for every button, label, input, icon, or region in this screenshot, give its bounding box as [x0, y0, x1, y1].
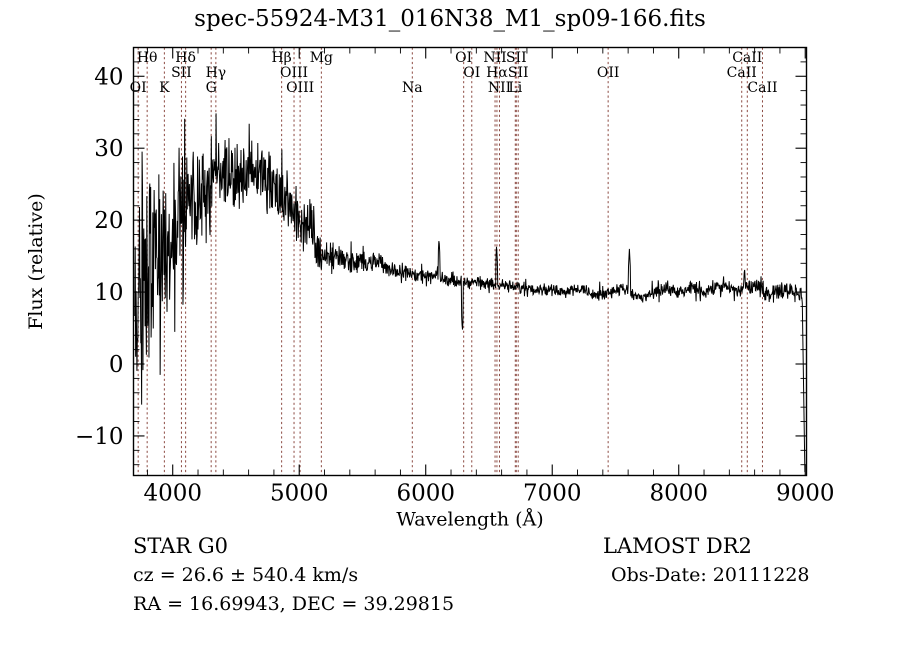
line-label-oiii: OIII — [280, 65, 308, 81]
line-label-oi: OI — [130, 80, 147, 96]
line-label-h: Hβ — [271, 50, 291, 66]
line-label-caii: CaII — [732, 50, 762, 66]
line-label-oii: OII — [597, 65, 620, 81]
line-label-g: G — [206, 80, 217, 96]
y-axis-label: Flux (relative) — [25, 193, 47, 330]
spectrum-trace — [134, 113, 806, 473]
y-tick-label: 10 — [94, 280, 123, 306]
redshift-velocity: cz = 26.6 ± 540.4 km/s — [133, 564, 359, 586]
x-axis-label: Wavelength (Å) — [396, 509, 543, 531]
x-tick-label: 6000 — [396, 481, 455, 507]
line-label-k: K — [159, 80, 170, 96]
line-label-oi: OI — [455, 50, 472, 66]
spectral-line-markers — [137, 47, 763, 476]
line-label-nii: NII — [488, 80, 511, 96]
spectrum-trace-group — [134, 113, 806, 473]
line-label-li: Li — [508, 80, 522, 96]
x-tick-label: 7000 — [523, 481, 582, 507]
x-tick-label: 5000 — [270, 481, 329, 507]
y-tick-label: 30 — [94, 136, 123, 162]
spectral-line-labels: OIHθKSIIHδGHγHβOIIIOIIIMgNaOIOINIIHαNIIS… — [130, 50, 778, 96]
x-axis-tick-labels: 4000 5000 6000 7000 8000 9000 — [143, 481, 834, 507]
plot-frame — [132, 46, 808, 477]
y-tick-label: 40 — [94, 64, 123, 90]
line-label-h: Hθ — [137, 50, 158, 66]
line-label-oi: OI — [463, 65, 480, 81]
y-tick-label: −10 — [75, 424, 124, 450]
sky-coordinates: RA = 16.69943, DEC = 39.29815 — [133, 593, 455, 615]
line-label-na: Na — [402, 80, 423, 96]
page-title: spec-55924-M31_016N38_M1_sp09-166.fits — [194, 6, 706, 32]
y-axis-tick-labels: −10 0 10 20 30 40 — [75, 64, 124, 450]
line-label-h: Hα — [486, 65, 508, 81]
line-label-sii: SII — [506, 50, 527, 66]
line-label-oiii: OIII — [286, 80, 314, 96]
line-label-sii: SII — [171, 65, 192, 81]
axes-box — [132, 46, 808, 477]
line-label-sii: SII — [508, 65, 529, 81]
line-label-h: Hγ — [206, 65, 227, 81]
line-label-caii: CaII — [727, 65, 757, 81]
survey-name: LAMOST DR2 — [603, 534, 752, 558]
line-label-mg: Mg — [310, 50, 333, 66]
observation-date: Obs-Date: 20111228 — [611, 564, 810, 586]
x-tick-label: 4000 — [143, 481, 202, 507]
y-tick-label: 0 — [109, 352, 124, 378]
y-tick-label: 20 — [94, 208, 123, 234]
x-tick-label: 9000 — [776, 481, 835, 507]
footer-metadata: STAR G0 LAMOST DR2 cz = 26.6 ± 540.4 km/… — [133, 534, 893, 622]
object-class: STAR G0 — [133, 534, 229, 558]
x-tick-label: 8000 — [649, 481, 708, 507]
line-label-h: Hδ — [175, 50, 196, 66]
line-label-nii: NII — [483, 50, 506, 66]
line-label-caii: CaII — [747, 80, 777, 96]
